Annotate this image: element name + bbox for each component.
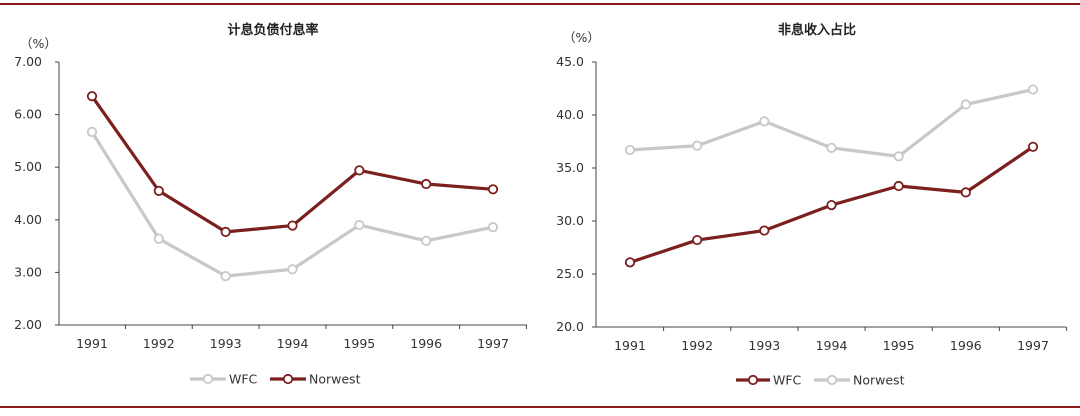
- legend-marker-wfc: [747, 374, 759, 386]
- legend-label-norwest: Norwest: [309, 372, 361, 387]
- x-tick-label: 1993: [210, 336, 242, 351]
- y-tick-label: 40.0: [556, 107, 584, 122]
- data-point-wfc: [960, 187, 971, 198]
- data-point-wfc: [86, 126, 98, 138]
- unit-label: （%）: [20, 36, 57, 51]
- y-tick-label: 35.0: [556, 160, 584, 175]
- data-point-norwest: [153, 185, 164, 196]
- y-tick-label: 45.0: [556, 54, 584, 69]
- x-tick-label: 1993: [748, 338, 780, 353]
- data-point-wfc: [354, 219, 365, 231]
- x-tick-label: 1997: [1017, 338, 1049, 353]
- data-point-norwest: [759, 116, 770, 127]
- data-point-wfc: [487, 222, 499, 233]
- x-tick-label: 1994: [816, 338, 848, 353]
- data-point-norwest: [487, 184, 499, 195]
- chart-title: 计息负债付息率: [227, 22, 318, 38]
- chart-title: 非息收入占比: [778, 22, 856, 38]
- legend-label-norwest: Norwest: [853, 373, 905, 388]
- legend-marker-wfc: [202, 373, 214, 385]
- data-point-norwest: [86, 91, 98, 102]
- x-tick-label: 1997: [477, 336, 509, 351]
- data-point-norwest: [1027, 84, 1039, 95]
- x-tick-label: 1992: [143, 336, 175, 351]
- data-point-norwest: [692, 140, 703, 151]
- y-tick-label: 4.00: [14, 212, 42, 227]
- x-tick-label: 1995: [883, 338, 915, 353]
- y-tick-label: 5.00: [14, 159, 42, 174]
- data-point-wfc: [692, 234, 703, 246]
- data-point-wfc: [421, 235, 432, 246]
- y-tick-label: 3.00: [14, 264, 42, 279]
- data-point-wfc: [1027, 141, 1039, 152]
- data-point-norwest: [421, 178, 432, 190]
- legend-marker-norwest: [826, 374, 838, 386]
- data-point-norwest: [893, 151, 904, 162]
- y-tick-label: 25.0: [556, 266, 584, 281]
- legend-marker-norwest: [282, 373, 294, 385]
- y-tick-label: 30.0: [556, 213, 584, 228]
- data-point-wfc: [287, 264, 298, 275]
- top-rule: [0, 3, 1080, 5]
- data-point-norwest: [826, 142, 837, 153]
- data-point-wfc: [624, 257, 636, 268]
- unit-label: （%）: [563, 30, 600, 45]
- y-tick-label: 7.00: [14, 54, 42, 69]
- data-point-wfc: [893, 180, 904, 192]
- series-line-wfc: [90, 131, 494, 278]
- x-tick-label: 1991: [614, 338, 646, 353]
- x-tick-label: 1996: [950, 338, 982, 353]
- bottom-rule: [0, 406, 1080, 408]
- data-point-norwest: [624, 144, 636, 156]
- legend-label-wfc: WFC: [773, 373, 802, 388]
- data-point-wfc: [153, 233, 164, 244]
- legend-label-wfc: WFC: [229, 372, 258, 387]
- y-tick-label: 20.0: [556, 319, 584, 334]
- x-tick-label: 1991: [76, 336, 108, 351]
- x-tick-label: 1992: [681, 338, 713, 353]
- data-point-norwest: [354, 165, 365, 176]
- x-tick-label: 1996: [410, 336, 442, 351]
- series-line-norwest: [90, 95, 494, 234]
- data-point-wfc: [826, 200, 837, 211]
- y-tick-label: 2.00: [14, 317, 42, 332]
- data-point-norwest: [220, 226, 231, 237]
- data-point-norwest: [287, 220, 298, 231]
- data-point-wfc: [220, 270, 231, 282]
- x-tick-label: 1995: [343, 336, 375, 351]
- data-point-norwest: [960, 99, 971, 110]
- data-point-wfc: [759, 225, 770, 236]
- x-tick-label: 1994: [277, 336, 309, 351]
- y-tick-label: 6.00: [14, 107, 42, 122]
